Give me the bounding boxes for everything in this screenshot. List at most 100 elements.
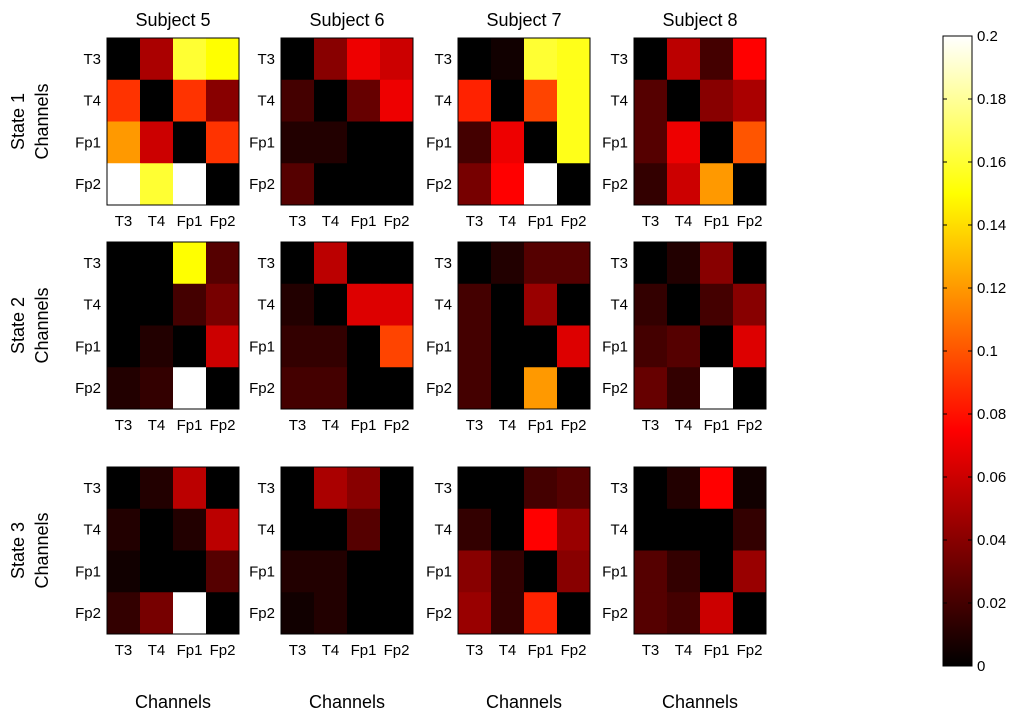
heatmap-cell	[314, 283, 348, 326]
heatmap-cell	[281, 283, 315, 326]
y-tick-label: T3	[257, 51, 275, 68]
y-tick-label: Fp2	[249, 176, 275, 193]
y-tick-label: T3	[257, 255, 275, 272]
heatmap-cell	[347, 508, 381, 551]
panel-frame	[457, 241, 591, 410]
heatmap-cell	[491, 121, 525, 164]
heatmap-cell	[281, 242, 315, 285]
panel-frame	[457, 37, 591, 206]
heatmap-cell	[733, 283, 767, 326]
heatmap-cell	[206, 121, 240, 164]
y-tick-label: Fp1	[602, 134, 628, 151]
x-tick-label: T4	[148, 642, 166, 659]
y-tick-label: T4	[257, 297, 275, 314]
heatmap-cell	[173, 592, 207, 635]
heatmap-cell	[140, 508, 174, 551]
x-tick-label: Fp2	[384, 642, 410, 659]
x-tick-label: T3	[642, 417, 660, 434]
heatmap-cell	[700, 325, 734, 368]
heatmap-cell	[347, 367, 381, 410]
row-label: State 3	[8, 522, 28, 579]
heatmap-cell	[458, 242, 492, 285]
heatmap-cell	[667, 325, 701, 368]
colorbar-tick-label: 0.18	[977, 91, 1006, 108]
panel-3-4: T3 T4 Fp1 Fp2 T3 T4 Fp1 Fp2	[602, 466, 767, 659]
heatmap-cell	[347, 550, 381, 593]
heatmap-cell	[634, 79, 668, 122]
heatmap-cell	[206, 550, 240, 593]
heatmap-cell	[700, 79, 734, 122]
heatmap-cell	[380, 367, 414, 410]
heatmap-cell	[733, 163, 767, 206]
colorbar-tick-label: 0.02	[977, 595, 1006, 612]
y-tick-label: T3	[610, 51, 628, 68]
row-label: State 1	[8, 93, 28, 150]
x-tick-label: Fp1	[351, 417, 377, 434]
heatmap-cell	[347, 467, 381, 510]
row-label: State 2	[8, 297, 28, 354]
heatmap-cell	[458, 325, 492, 368]
heatmap-cell	[634, 508, 668, 551]
heatmap-cell	[380, 550, 414, 593]
panel-frame	[106, 466, 240, 635]
heatmap-cell	[107, 467, 141, 510]
column-title: Subject 7	[486, 10, 561, 30]
heatmap-cell	[524, 367, 558, 410]
panel-frame	[106, 37, 240, 206]
heatmap-cell	[107, 242, 141, 285]
heatmap-cell	[557, 242, 591, 285]
x-tick-label: T3	[642, 642, 660, 659]
heatmap-cell	[491, 508, 525, 551]
heatmap-cell	[458, 121, 492, 164]
panel-2-1: T3 T4 Fp1 Fp2 T3 T4 Fp1 Fp2	[75, 241, 240, 434]
x-tick-label: T3	[115, 642, 133, 659]
x-tick-label: T4	[675, 213, 693, 230]
y-tick-label: T4	[83, 297, 101, 314]
heatmap-cell	[733, 38, 767, 81]
heatmap-cell	[347, 163, 381, 206]
heatmap-cell	[107, 121, 141, 164]
x-tick-label: T3	[466, 213, 484, 230]
heatmap-cell	[107, 367, 141, 410]
heatmap-cell	[634, 592, 668, 635]
heatmap-cell	[634, 367, 668, 410]
x-tick-label: T4	[322, 213, 340, 230]
heatmap-cell	[700, 283, 734, 326]
heatmap-cell	[140, 467, 174, 510]
x-tick-label: T4	[499, 213, 517, 230]
y-tick-label: Fp1	[249, 134, 275, 151]
heatmap-cell	[140, 242, 174, 285]
heatmap-cell	[557, 467, 591, 510]
y-tick-label: T4	[83, 522, 101, 539]
heatmap-cell	[314, 467, 348, 510]
heatmap-cell	[140, 367, 174, 410]
y-tick-label: Fp1	[426, 134, 452, 151]
y-tick-label: Fp2	[426, 176, 452, 193]
heatmap-cell	[314, 38, 348, 81]
x-tick-label: Fp1	[704, 417, 730, 434]
heatmap-cell	[107, 283, 141, 326]
heatmap-cell	[667, 467, 701, 510]
x-tick-label: Fp1	[177, 213, 203, 230]
heatmap-cell	[458, 163, 492, 206]
heatmap-cell	[173, 163, 207, 206]
y-tick-label: T4	[83, 93, 101, 110]
x-tick-label: Fp2	[737, 417, 763, 434]
y-tick-label: Fp2	[75, 380, 101, 397]
heatmap-cell	[380, 508, 414, 551]
panel-frame	[280, 37, 414, 206]
heatmap-cell	[733, 550, 767, 593]
heatmap-cell	[667, 283, 701, 326]
heatmap-cell	[667, 242, 701, 285]
heatmap-cell	[667, 592, 701, 635]
panel-2-3: T3 T4 Fp1 Fp2 T3 T4 Fp1 Fp2	[426, 241, 591, 434]
x-tick-label: T4	[322, 642, 340, 659]
panel-2-2: T3 T4 Fp1 Fp2 T3 T4 Fp1 Fp2	[249, 241, 414, 434]
heatmap-cell	[107, 550, 141, 593]
heatmap-cell	[380, 38, 414, 81]
panel-3-2: T3 T4 Fp1 Fp2 T3 T4 Fp1 Fp2	[249, 466, 414, 659]
heatmap-cell	[107, 325, 141, 368]
heatmap-cell	[733, 467, 767, 510]
heatmap-cell	[700, 121, 734, 164]
